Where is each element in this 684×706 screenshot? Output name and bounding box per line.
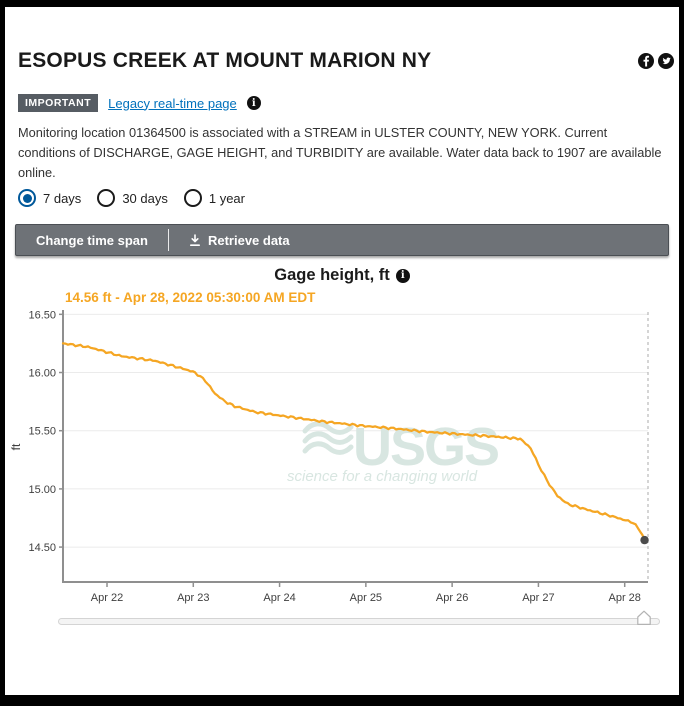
gage-height-line[interactable] [61, 342, 646, 542]
legacy-page-link[interactable]: Legacy real-time page [108, 95, 237, 111]
page-title: ESOPUS CREEK AT MOUNT MARION NY [18, 49, 432, 72]
x-tick-label: Apr 28 [608, 592, 640, 604]
radio-icon [183, 189, 202, 207]
facebook-icon[interactable] [638, 53, 654, 69]
retrieve-data-label: Retrieve data [207, 232, 290, 248]
chart-header: Gage height, ft i [5, 266, 679, 285]
x-tick-label: Apr 23 [177, 592, 209, 604]
radio-icon [18, 189, 36, 207]
y-tick-label: 16.50 [28, 309, 56, 321]
x-tick-label: Apr 25 [350, 592, 382, 604]
watermark-wave [302, 421, 354, 435]
y-tick-label: 15.00 [28, 484, 56, 496]
watermark-wave [302, 431, 354, 445]
location-description: Monitoring location 01364500 is associat… [18, 125, 662, 180]
watermark-wave [302, 441, 354, 455]
y-tick-label: 14.50 [28, 542, 56, 554]
radio-label: 30 days [122, 190, 168, 206]
radio-label: 1 year [208, 190, 245, 206]
y-tick-label: 15.50 [28, 426, 56, 438]
y-tick-label: 16.00 [28, 368, 56, 380]
time-span-radio-30-days[interactable]: 30 days [97, 189, 168, 207]
time-span-radio-1-year[interactable]: 1 year [183, 189, 245, 207]
radio-label: 7 days [43, 190, 82, 206]
last-point-marker[interactable] [640, 535, 649, 545]
change-time-span-label: Change time span [36, 232, 148, 248]
twitter-icon[interactable] [658, 53, 674, 69]
toolbar-divider [167, 229, 169, 251]
time-span-radio-7-days[interactable]: 7 days [18, 189, 81, 207]
page-content: ESOPUS CREEK AT MOUNT MARION NY IMPORTAN… [5, 7, 679, 695]
important-badge: IMPORTANT [18, 94, 99, 112]
time-span-selector: 7 days 30 days 1 year [18, 189, 245, 207]
info-icon[interactable]: i [395, 268, 410, 283]
x-tick-label: Apr 27 [522, 592, 554, 604]
x-tick-label: Apr 22 [91, 592, 123, 604]
y-axis-title: ft [9, 443, 23, 450]
x-tick-label: Apr 26 [436, 592, 468, 604]
watermark-tagline: science for a changing world [287, 468, 478, 485]
badge-row: IMPORTANT Legacy real-time page i [18, 94, 261, 112]
retrieve-data-button[interactable]: Retrieve data [169, 225, 310, 255]
download-icon [189, 233, 200, 246]
chart-toolbar: Change time span Retrieve data [15, 224, 669, 256]
time-range-slider-track[interactable] [58, 618, 660, 625]
info-icon[interactable]: i [246, 96, 261, 110]
radio-icon [97, 189, 116, 207]
x-tick-label: Apr 24 [263, 592, 295, 604]
change-time-span-button[interactable]: Change time span [16, 225, 168, 255]
chart-title: Gage height, ft [274, 266, 390, 284]
current-reading: 14.56 ft - Apr 28, 2022 05:30:00 AM EDT [65, 290, 316, 305]
time-range-slider-handle[interactable] [635, 610, 653, 626]
social-share [638, 53, 674, 69]
